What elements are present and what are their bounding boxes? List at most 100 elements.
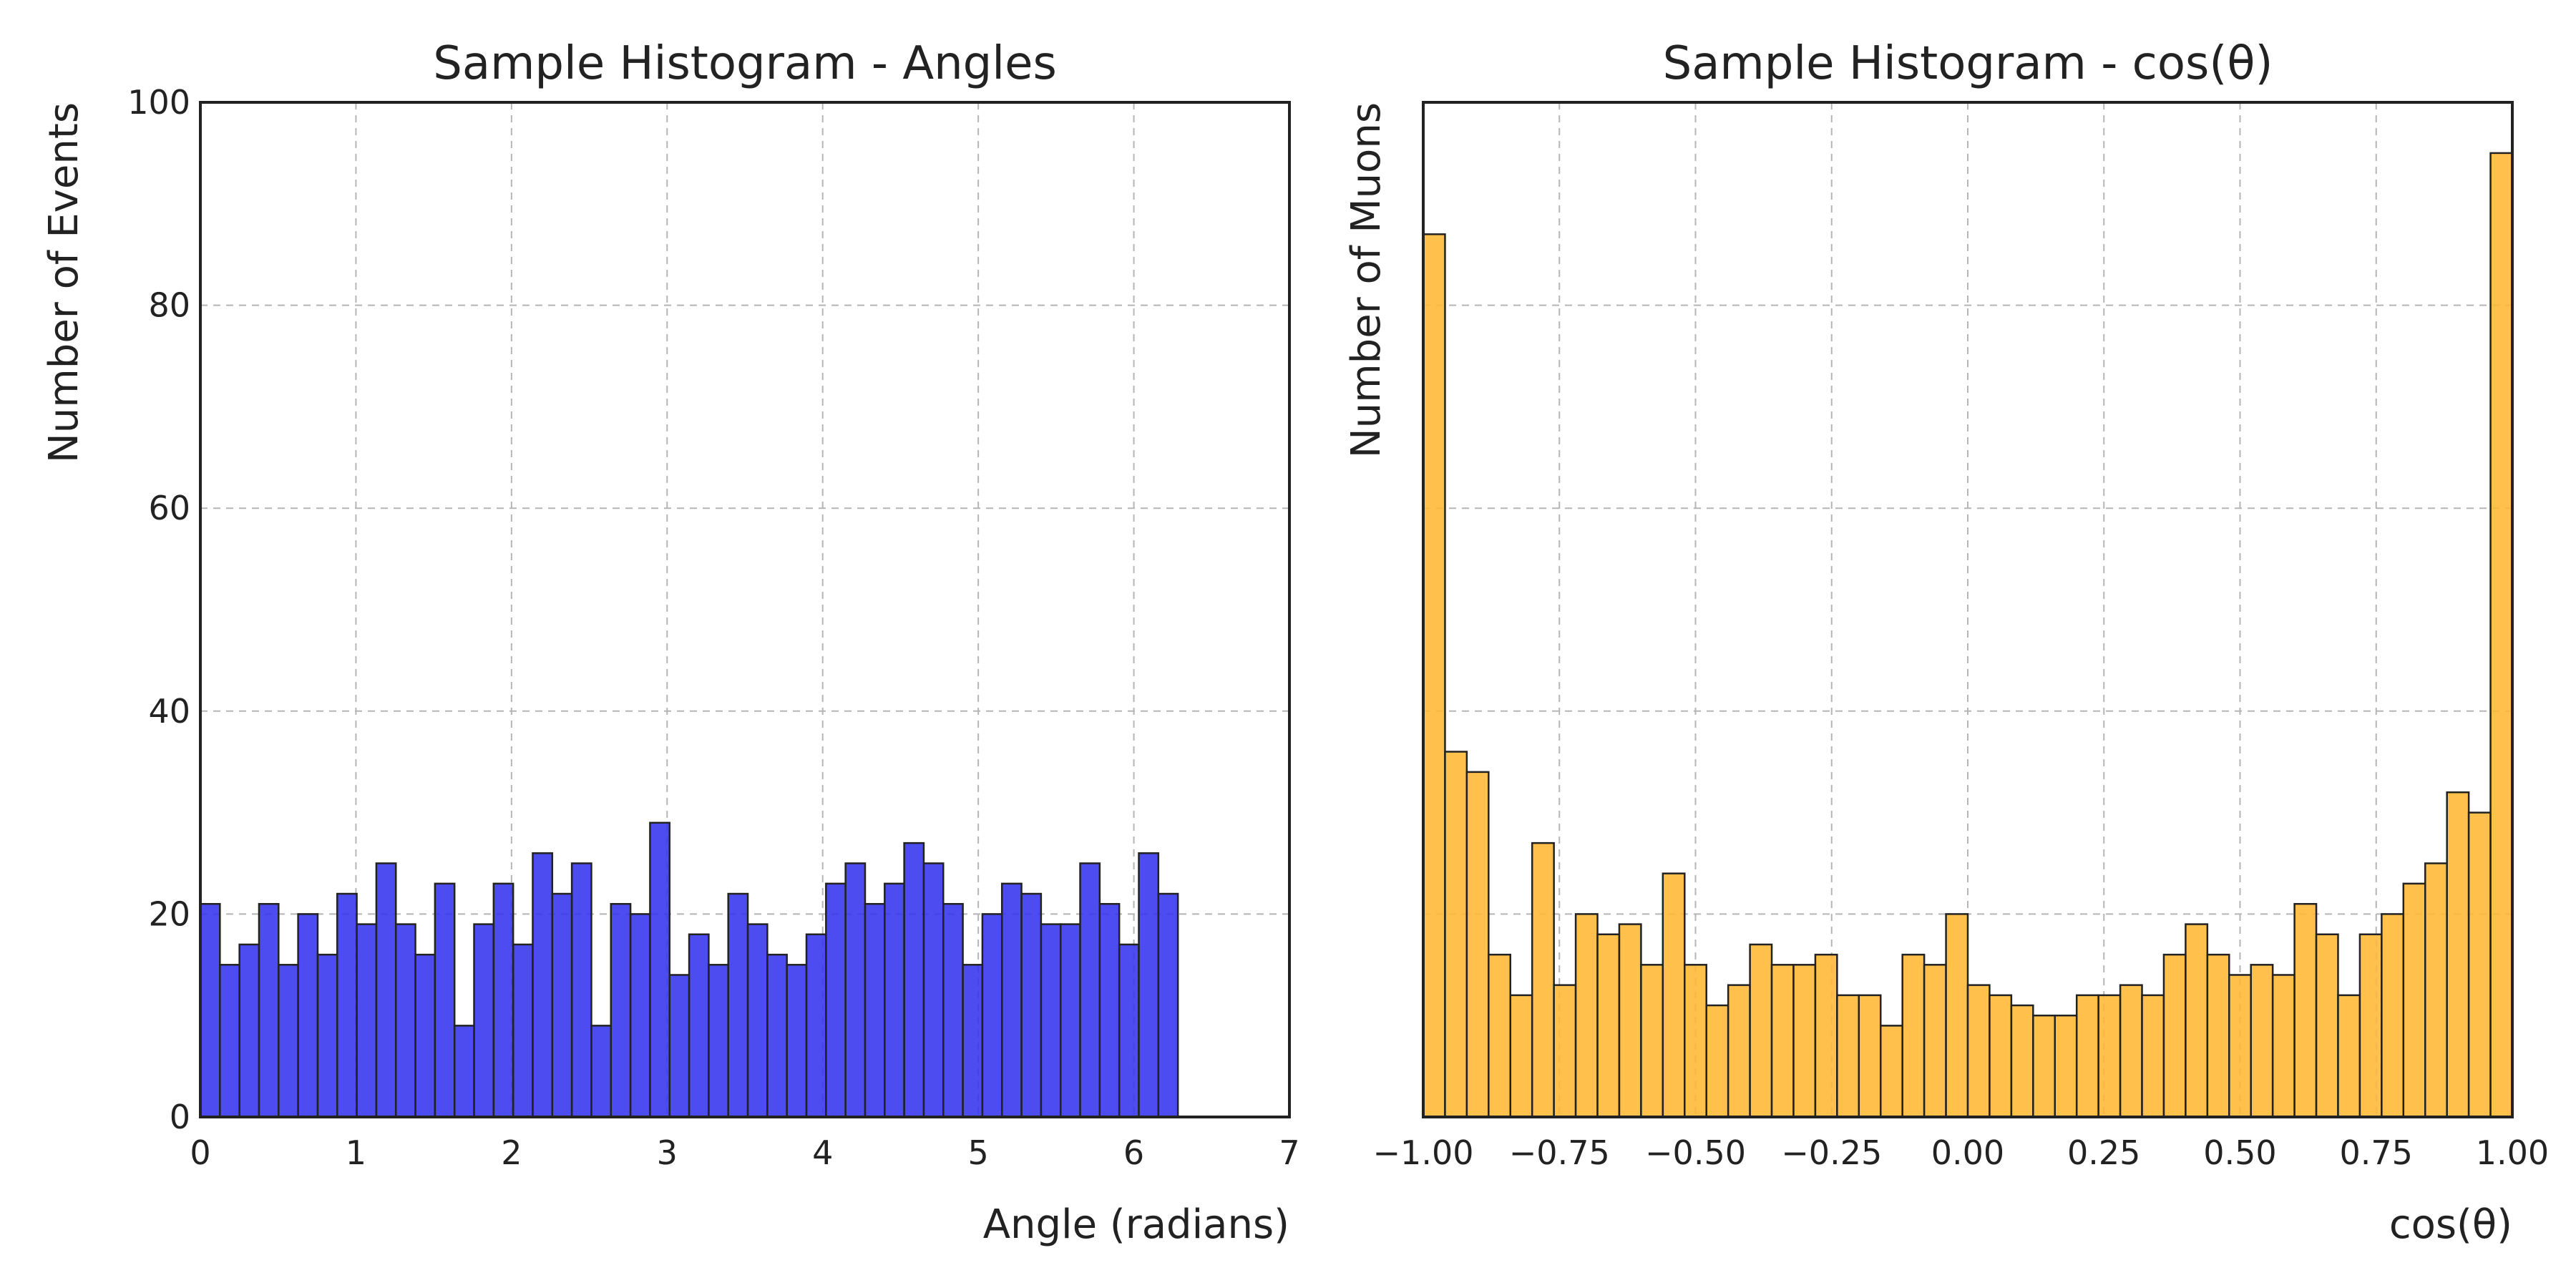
histogram-bar [1792, 964, 1817, 1118]
x-tick-label: 5 [968, 1133, 989, 1172]
plot-frame [1422, 101, 2514, 1118]
x-tick-label: 7 [1279, 1133, 1299, 1172]
histogram-bar [238, 943, 260, 1118]
histogram-bar [278, 964, 299, 1118]
histogram-bar [1989, 994, 2013, 1118]
histogram-bar [1901, 953, 1926, 1118]
histogram-bar [1422, 233, 1446, 1118]
histogram-bar [1966, 984, 1991, 1118]
histogram-bar [2402, 882, 2426, 1118]
histogram-bar [688, 933, 710, 1118]
histogram-bar [1118, 943, 1140, 1118]
histogram-bar [1945, 913, 1969, 1118]
histogram-bar [786, 964, 808, 1118]
histogram-bar [1157, 892, 1179, 1118]
histogram-bar [981, 913, 1003, 1118]
histogram-bar [1684, 964, 1707, 1118]
histogram-bar [316, 953, 338, 1118]
histogram-bar [414, 953, 436, 1118]
histogram-bar [2162, 953, 2187, 1118]
histogram-bar [1727, 984, 1751, 1118]
histogram-bar [629, 913, 651, 1118]
histogram-bar [2141, 994, 2165, 1118]
histogram-bar [668, 974, 691, 1118]
histogram-bar [2075, 994, 2099, 1118]
histogram-bar [2467, 811, 2492, 1118]
histogram-bar [962, 964, 984, 1118]
histogram-bar [1640, 964, 1664, 1118]
y-tick-label: 80 [148, 286, 190, 325]
histogram-bar [2337, 994, 2361, 1118]
histogram-bar [1488, 953, 1512, 1118]
histogram-bar [492, 882, 514, 1118]
histogram-bar [1098, 902, 1121, 1118]
histogram-bar [2119, 984, 2143, 1118]
histogram-bar [942, 902, 964, 1118]
histogram-bar [570, 862, 592, 1118]
histogram-bar [1923, 964, 1947, 1118]
y-axis-label: Number of Muons [1343, 102, 1390, 458]
x-tick-label: 1 [346, 1133, 366, 1172]
histogram-bar [2446, 791, 2470, 1118]
histogram-bar [1509, 994, 1533, 1118]
histogram-bar [532, 852, 554, 1118]
histogram-cos-theta-panel: −1.00 −0.75 −0.50 −0.25 0.00 0.25 0.50 0.75 1.00… [1343, 37, 2549, 1248]
x-tick-label: 0 [190, 1133, 210, 1172]
histogram-bar [336, 892, 358, 1118]
histogram-bar [2271, 974, 2296, 1118]
histogram-bar [708, 964, 729, 1118]
x-tick-label: 4 [812, 1133, 833, 1172]
histogram-bar [2358, 933, 2383, 1118]
chart-title: Sample Histogram - Angles [433, 37, 1057, 90]
histogram-bar [2424, 862, 2448, 1118]
histogram-bar [1000, 882, 1023, 1118]
histogram-bar [1814, 953, 1838, 1118]
histogram-bar [844, 862, 867, 1118]
histogram-bar [2010, 1004, 2034, 1118]
histogram-bar [2315, 933, 2339, 1118]
x-tick-label: 0.25 [2067, 1133, 2140, 1172]
histogram-bar [1138, 852, 1160, 1118]
histogram-bar [766, 953, 788, 1118]
histogram-bar [434, 882, 456, 1118]
histogram-bar [2185, 923, 2209, 1118]
y-tick-label: 60 [148, 489, 190, 527]
histogram-bar [453, 1025, 475, 1118]
histogram-bar [2293, 902, 2318, 1118]
y-tick-label: 40 [148, 692, 190, 731]
histogram-bar [2032, 1014, 2057, 1118]
histogram-bar [1553, 984, 1577, 1118]
histogram-bar [1879, 1025, 1903, 1118]
histogram-bar [2250, 964, 2274, 1118]
histogram-bar [1020, 892, 1043, 1118]
x-tick-label: 6 [1123, 1133, 1144, 1172]
x-tick-label: 0.00 [1931, 1133, 2004, 1172]
histogram-bar [1079, 862, 1101, 1118]
histogram-bar [2228, 974, 2252, 1118]
histogram-bar [1059, 923, 1081, 1118]
histogram-bar [1531, 841, 1555, 1118]
histogram-bar [1749, 943, 1773, 1118]
histogram-bar [551, 892, 573, 1118]
x-tick-label: 0.50 [2203, 1133, 2276, 1172]
x-axis-label: Angle (radians) [983, 1201, 1289, 1248]
histogram-bar [1858, 994, 1882, 1118]
histogram-bar [473, 923, 495, 1118]
x-axis-label: cos(θ) [2389, 1201, 2512, 1248]
histogram-bar [356, 923, 378, 1118]
histogram-bar [2206, 953, 2230, 1118]
x-tick-label: −1.00 [1373, 1133, 1474, 1172]
histogram-bar [649, 821, 671, 1118]
histogram-bar [1465, 771, 1490, 1118]
x-tick-label: 1.00 [2476, 1133, 2549, 1172]
histogram-bar [922, 862, 945, 1118]
histogram-bar [825, 882, 847, 1118]
histogram-bar [512, 943, 534, 1118]
histogram-bar [2097, 994, 2122, 1118]
histogram-bar [1574, 913, 1599, 1118]
histogram-bar [805, 933, 827, 1118]
histogram-bar [219, 964, 240, 1118]
x-tick-label: 0.75 [2340, 1133, 2413, 1172]
histogram-bar [258, 902, 280, 1118]
